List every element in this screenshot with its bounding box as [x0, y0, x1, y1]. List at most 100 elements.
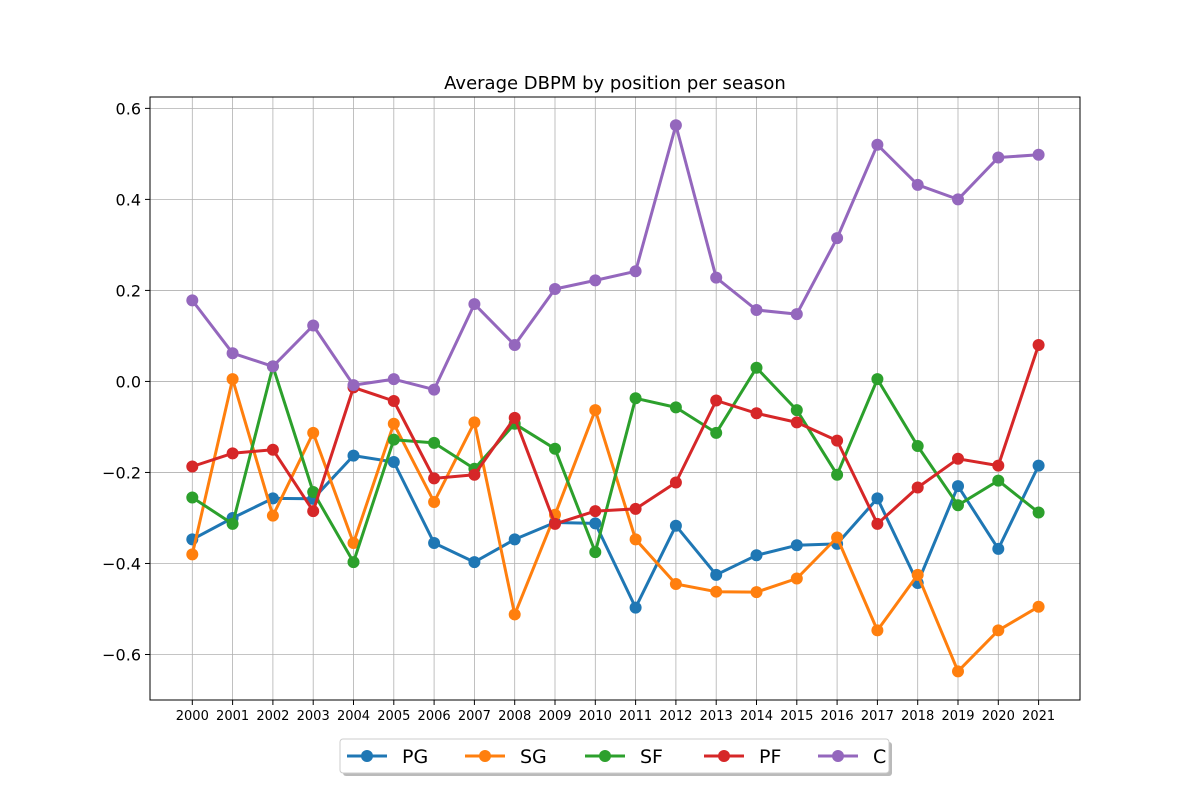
data-point-sg — [347, 536, 360, 549]
data-point-sf — [226, 517, 239, 530]
legend-marker — [599, 750, 611, 762]
data-point-sf — [307, 486, 320, 499]
data-point-pf — [952, 452, 964, 465]
data-point-pg — [508, 533, 521, 546]
data-point-sg — [266, 509, 279, 522]
x-tick-label: 2017 — [861, 709, 894, 724]
data-point-sg — [669, 577, 682, 590]
data-point-pg — [750, 549, 763, 562]
legend-marker — [361, 750, 373, 762]
x-tick-label: 2021 — [1022, 709, 1055, 724]
data-point-pg — [347, 449, 360, 462]
data-point-pg — [468, 556, 481, 569]
x-tick-label: 2011 — [619, 709, 652, 724]
y-tick-label: 0.4 — [116, 190, 141, 209]
data-point-c — [629, 265, 642, 278]
data-point-pg — [992, 542, 1005, 555]
data-point-sf — [911, 440, 924, 453]
y-tick-label: 0.2 — [116, 281, 141, 300]
data-point-sg — [911, 568, 924, 581]
data-point-sg — [508, 608, 521, 621]
data-point-c — [307, 319, 320, 332]
data-point-sf — [428, 436, 441, 449]
series-line-sf — [191, 364, 1040, 564]
data-point-pf — [831, 434, 844, 447]
data-point-sg — [387, 417, 400, 430]
x-tick-label: 2019 — [941, 709, 974, 724]
legend-marker — [832, 750, 844, 762]
data-point-pf — [911, 481, 924, 494]
data-point-c — [468, 298, 481, 311]
data-point-c — [1032, 148, 1045, 161]
data-point-sg — [992, 624, 1005, 637]
data-point-pf — [871, 517, 884, 530]
y-tick-label: −0.6 — [102, 645, 141, 664]
data-point-sg — [710, 585, 723, 598]
data-point-c — [387, 373, 400, 386]
data-point-pf — [508, 411, 521, 424]
legend-marker — [479, 750, 491, 762]
data-point-sf — [710, 426, 723, 439]
data-point-pf — [549, 517, 561, 530]
data-point-c — [831, 232, 844, 245]
x-tick-label: 2013 — [700, 709, 733, 724]
data-point-sg — [1032, 600, 1045, 613]
data-point-c — [669, 119, 682, 132]
data-point-c — [790, 308, 803, 321]
x-tick-label: 2003 — [297, 709, 330, 724]
data-point-sf — [831, 468, 844, 481]
data-point-sg — [428, 496, 441, 509]
data-point-c — [549, 283, 561, 296]
x-tick-label: 2012 — [659, 709, 692, 724]
data-point-sf — [186, 491, 199, 504]
data-point-sg — [589, 404, 602, 417]
x-tick-label: 2015 — [780, 709, 813, 724]
data-point-pg — [387, 455, 400, 468]
data-point-pf — [428, 472, 441, 485]
data-point-sf — [629, 392, 642, 405]
data-point-c — [871, 138, 884, 151]
data-point-sf — [589, 546, 602, 559]
x-tick-label: 2018 — [901, 709, 934, 724]
data-point-pg — [1032, 459, 1045, 472]
data-point-sf — [387, 433, 400, 446]
data-point-pf — [468, 468, 481, 481]
data-point-sg — [952, 665, 964, 678]
data-point-pf — [226, 447, 239, 460]
data-point-sg — [831, 531, 844, 544]
legend-entry-pg: PG — [347, 746, 428, 768]
data-point-sg — [790, 572, 803, 585]
data-point-c — [186, 294, 199, 307]
x-tick-label: 2008 — [498, 709, 531, 724]
data-point-c — [226, 347, 239, 360]
legend-entry-c: C — [818, 746, 886, 768]
x-tick-label: 2020 — [982, 709, 1015, 724]
data-point-pg — [952, 480, 964, 493]
data-point-pf — [710, 394, 723, 407]
series-layer — [186, 119, 1045, 678]
data-point-c — [992, 151, 1005, 164]
legend-entry-pf: PF — [704, 746, 781, 768]
x-tick-label: 2014 — [740, 709, 773, 724]
y-tick-label: 0.6 — [116, 99, 141, 118]
data-point-pg — [710, 568, 723, 581]
x-tick-label: 2001 — [216, 709, 249, 724]
data-point-c — [589, 274, 602, 287]
data-point-sg — [468, 416, 481, 429]
legend-entry-sg: SG — [465, 746, 547, 768]
data-point-sg — [186, 548, 199, 561]
data-point-pf — [1032, 339, 1045, 352]
data-point-sf — [790, 404, 803, 417]
data-point-c — [508, 339, 521, 352]
data-point-pf — [790, 416, 803, 429]
data-point-pg — [871, 492, 884, 505]
x-tick-label: 2000 — [176, 709, 209, 724]
x-tick-label: 2004 — [337, 709, 370, 724]
x-tick-label: 2002 — [256, 709, 289, 724]
x-tick-label: 2007 — [458, 709, 491, 724]
data-point-sf — [669, 401, 682, 414]
data-point-sg — [750, 586, 763, 599]
x-axis: 2000 2001 2002 2003 2004 2005 2006 2007 2008 2009… — [176, 700, 1055, 724]
